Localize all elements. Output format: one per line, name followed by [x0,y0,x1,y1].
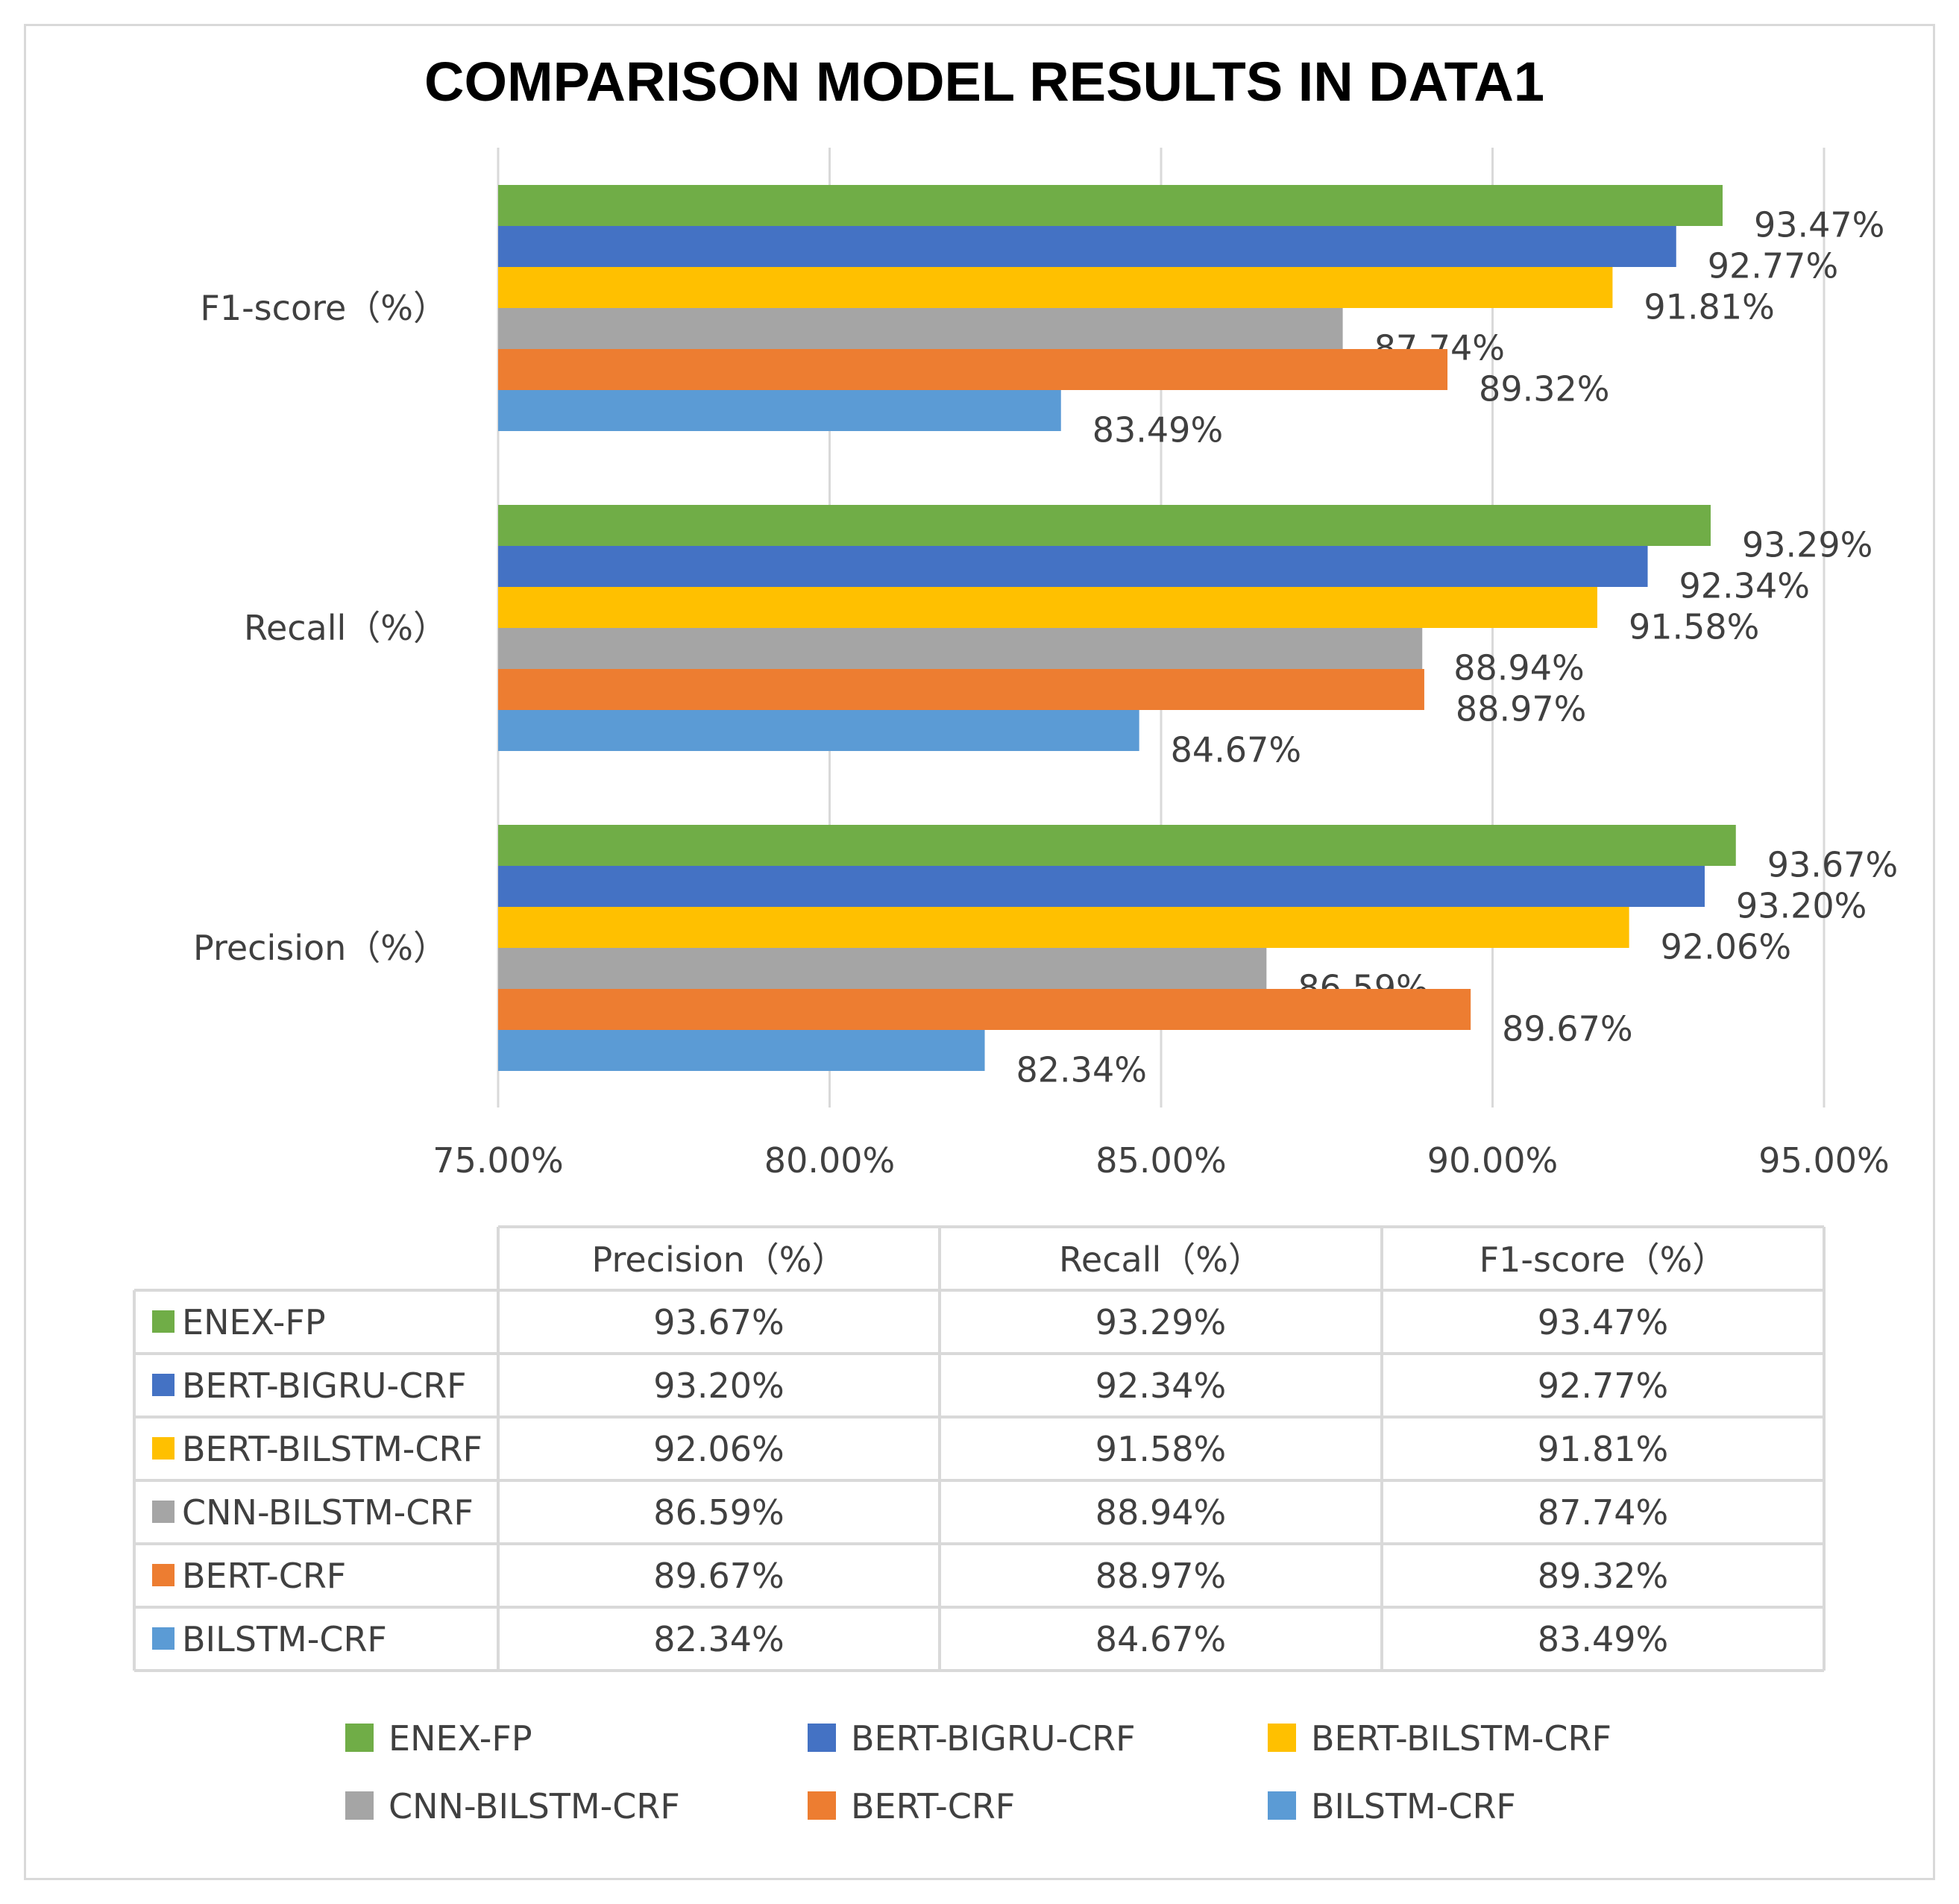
table-model-enex-fp: ENEX-FP [182,1302,326,1342]
data-label-bilstm-crf-precision: 82.34% [1016,1050,1147,1090]
table-cell: 92.06% [653,1429,784,1469]
table-key-bert-crf [152,1564,174,1586]
category-labels: F1-score（%） Recall（%） Precision（%） [193,288,447,968]
category-label-recall: Recall（%） [244,608,447,648]
legend-swatch-cnn-bilstm-crf [345,1791,374,1820]
chart-frame [24,24,1935,1880]
legend-label-cnn-bilstm-crf: CNN-BILSTM-CRF [389,1786,680,1826]
bar-bilstm-crf-recall [498,710,1139,751]
table-model-bilstm-crf: BILSTM-CRF [182,1619,387,1659]
bar-enex-fp-recall [498,505,1711,546]
category-label-precision: Precision（%） [193,928,447,968]
bar-bert-bigru-crf-f1-score [498,226,1676,267]
table-cell: 91.81% [1538,1429,1668,1469]
table-cell: 89.32% [1538,1556,1668,1596]
table-model-cnn-bilstm-crf: CNN-BILSTM-CRF [182,1492,474,1533]
legend-swatch-enex-fp [345,1724,374,1752]
table-key-bert-bilstm-crf [152,1437,174,1460]
table-model-bert-bigru-crf: BERT-BIGRU-CRF [182,1366,467,1406]
bar-enex-fp-f1-score [498,185,1723,226]
x-tick-label: 75.00% [433,1140,563,1181]
bar-bert-bilstm-crf-recall [498,587,1597,628]
table-cell: 86.59% [653,1492,784,1533]
table-key-cnn-bilstm-crf [152,1501,174,1523]
data-label-cnn-bilstm-crf-recall: 88.94% [1453,648,1584,688]
legend-label-bert-bigru-crf: BERT-BIGRU-CRF [851,1718,1136,1759]
table-model-bert-crf: BERT-CRF [182,1556,346,1596]
data-label-enex-fp-recall: 93.29% [1742,525,1872,565]
table-key-bilstm-crf [152,1627,174,1650]
legend-label-bilstm-crf: BILSTM-CRF [1311,1786,1516,1826]
data-label-bert-crf-f1-score: 89.32% [1479,369,1609,409]
legend-label-bert-bilstm-crf: BERT-BILSTM-CRF [1311,1718,1611,1759]
legend-label-bert-crf: BERT-CRF [851,1786,1015,1826]
bar-bert-crf-recall [498,669,1424,710]
table-cell: 92.77% [1538,1366,1668,1406]
data-label-bert-bilstm-crf-recall: 91.58% [1629,607,1759,647]
data-label-enex-fp-f1-score: 93.47% [1754,205,1884,245]
table-header-f1-score: F1-score（%） [1480,1240,1727,1280]
table-cell: 91.58% [1095,1429,1226,1469]
legend-label-enex-fp: ENEX-FP [389,1718,532,1759]
bar-enex-fp-precision [498,825,1736,866]
bar-bert-bigru-crf-precision [498,866,1705,907]
data-table: Precision（%） Recall（%） F1-score（%） ENEX-FP 9… [133,1225,1826,1672]
table-cell: 93.20% [653,1366,784,1406]
table-key-enex-fp [152,1310,174,1333]
legend-swatch-bert-bilstm-crf [1268,1724,1296,1752]
table-cell: 82.34% [653,1619,784,1659]
table-key-bert-bigru-crf [152,1374,174,1396]
table-cell: 84.67% [1095,1619,1226,1659]
data-label-bilstm-crf-recall: 84.67% [1171,730,1301,770]
table-cell: 83.49% [1538,1619,1668,1659]
data-label-bert-bigru-crf-precision: 93.20% [1736,886,1867,926]
bars: 93.47%92.77%91.81%87.74%89.32%83.49%93.2… [498,185,1898,1090]
bar-bilstm-crf-f1-score [498,390,1061,431]
table-header-precision: Precision（%） [592,1240,846,1280]
bar-cnn-bilstm-crf-precision [498,948,1267,989]
table-cell: 93.47% [1538,1302,1668,1342]
table-cell: 92.34% [1095,1366,1226,1406]
x-tick-label: 80.00% [764,1140,895,1181]
table-cell: 88.97% [1095,1556,1226,1596]
x-axis: 75.00% 80.00% 85.00% 90.00% 95.00% [433,1140,1889,1181]
data-label-bert-bigru-crf-f1-score: 92.77% [1708,246,1838,286]
legend: ENEX-FP BERT-BIGRU-CRF BERT-BILSTM-CRF CNN-… [345,1718,1611,1826]
bar-bilstm-crf-precision [498,1030,985,1071]
data-label-bert-bilstm-crf-f1-score: 91.81% [1644,287,1774,327]
bar-bert-bilstm-crf-precision [498,907,1629,948]
data-label-bert-crf-precision: 89.67% [1502,1009,1632,1049]
data-label-bilstm-crf-f1-score: 83.49% [1092,410,1223,450]
legend-swatch-bert-crf [808,1791,836,1820]
bar-bert-crf-f1-score [498,349,1448,390]
category-label-f1-score: F1-score（%） [200,288,447,328]
x-tick-label: 90.00% [1427,1140,1558,1181]
x-tick-label: 85.00% [1095,1140,1226,1181]
data-label-bert-bigru-crf-recall: 92.34% [1679,566,1810,606]
data-label-enex-fp-precision: 93.67% [1767,845,1898,885]
data-label-bert-bilstm-crf-precision: 92.06% [1661,927,1791,967]
table-cell: 88.94% [1095,1492,1226,1533]
legend-swatch-bert-bigru-crf [808,1724,836,1752]
bar-bert-bilstm-crf-f1-score [498,267,1613,308]
data-label-bert-crf-recall: 88.97% [1456,689,1586,729]
legend-swatch-bilstm-crf [1268,1791,1296,1820]
bar-bert-crf-precision [498,989,1471,1030]
bar-bert-bigru-crf-recall [498,546,1648,587]
table-header-recall: Recall（%） [1059,1240,1262,1280]
table-model-bert-bilstm-crf: BERT-BILSTM-CRF [182,1429,482,1469]
bar-cnn-bilstm-crf-recall [498,628,1423,669]
table-cell: 93.29% [1095,1302,1226,1342]
table-cell: 93.67% [653,1302,784,1342]
bar-cnn-bilstm-crf-f1-score [498,308,1343,349]
chart-title: COMPARISON MODEL RESULTS IN DATA1 [424,51,1544,113]
x-tick-label: 95.00% [1758,1140,1889,1181]
table-cell: 89.67% [653,1556,784,1596]
table-cell: 87.74% [1538,1492,1668,1533]
